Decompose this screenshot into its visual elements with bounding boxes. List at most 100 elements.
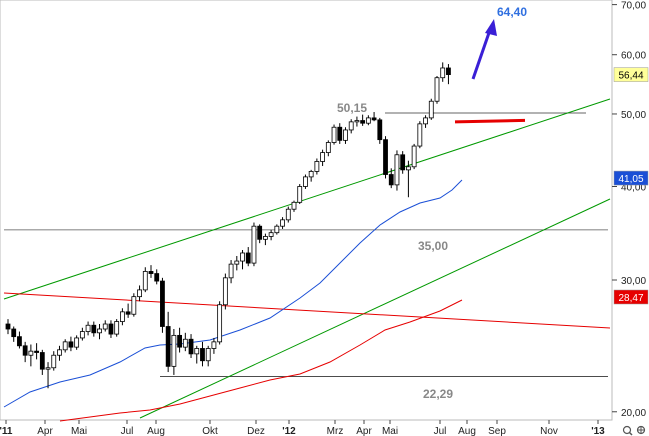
candle-body-up bbox=[171, 334, 177, 367]
candle-body-down bbox=[154, 273, 160, 282]
candle-body-up bbox=[45, 367, 51, 370]
candle-body-up bbox=[308, 171, 314, 178]
candle-body-down bbox=[148, 271, 154, 274]
candle bbox=[97, 324, 102, 340]
x-axis: '11 Apr Mai Jul Aug Okt Dez '12 Mrz Apr Mai Jul Aug S… bbox=[0, 420, 605, 436]
crosshair-icon[interactable] bbox=[636, 425, 646, 435]
annotations: 64,40 bbox=[454, 5, 527, 124]
target-label: 64,40 bbox=[497, 5, 527, 19]
candle-body-down bbox=[360, 120, 366, 124]
candle-body-up bbox=[85, 324, 91, 332]
candle-body-up bbox=[28, 350, 34, 356]
candle-body-up bbox=[114, 321, 120, 335]
candles bbox=[5, 62, 451, 389]
target-arrow-head bbox=[485, 19, 497, 36]
candle-body-up bbox=[222, 277, 228, 306]
candle-body-up bbox=[314, 161, 320, 172]
candle-body-up bbox=[251, 225, 257, 264]
candle-body-down bbox=[125, 311, 131, 315]
candle-body-down bbox=[39, 352, 45, 370]
candle bbox=[428, 98, 434, 120]
candle-body-up bbox=[74, 337, 80, 348]
candle-body-up bbox=[343, 129, 348, 141]
candle bbox=[79, 327, 85, 341]
upper-channel-line bbox=[3, 98, 611, 300]
candle-body-down bbox=[165, 326, 171, 367]
candle bbox=[245, 247, 251, 267]
candle-body-up bbox=[365, 117, 371, 124]
price-marker-box bbox=[613, 289, 649, 305]
x-tick-label: Mai bbox=[382, 426, 398, 436]
y-tick-label: 50,00 bbox=[621, 110, 646, 121]
candle-body-up bbox=[325, 142, 331, 153]
candle bbox=[217, 301, 223, 345]
candle-body-up bbox=[120, 311, 125, 322]
candle-body-down bbox=[383, 139, 388, 175]
candle bbox=[62, 339, 68, 353]
candle bbox=[440, 62, 446, 82]
candle bbox=[222, 273, 228, 310]
x-tick-label: Jul bbox=[121, 426, 134, 436]
candle bbox=[200, 341, 205, 367]
price-marker: 56,44 bbox=[613, 67, 649, 82]
candle bbox=[120, 308, 125, 326]
level-label: 22,29 bbox=[423, 387, 453, 401]
candle bbox=[434, 75, 440, 104]
candle bbox=[85, 321, 91, 336]
candle-body-up bbox=[417, 123, 423, 147]
y-tick-label: 60,00 bbox=[621, 51, 646, 62]
candle bbox=[354, 116, 360, 127]
candle-body-up bbox=[137, 289, 142, 298]
candle-body-up bbox=[131, 296, 137, 315]
y-tick-label: 30,00 bbox=[621, 276, 646, 287]
candle-body-down bbox=[245, 252, 251, 264]
y-tick-label: 70,00 bbox=[621, 1, 646, 12]
candle-body-up bbox=[440, 67, 446, 79]
x-tick-label: Apr bbox=[37, 426, 53, 436]
candle bbox=[28, 344, 34, 367]
candle bbox=[411, 143, 417, 170]
candle-body-up bbox=[405, 166, 411, 171]
x-tick-label: Sep bbox=[488, 426, 506, 436]
candle bbox=[211, 337, 217, 354]
price-marker-label: 56,44 bbox=[618, 71, 643, 82]
candle-body-up bbox=[51, 354, 57, 369]
x-tick-label: Nov bbox=[540, 426, 558, 436]
candle bbox=[446, 64, 451, 85]
candle-body-down bbox=[108, 323, 114, 335]
price-marker: 28,47 bbox=[613, 289, 649, 305]
candle bbox=[325, 140, 331, 157]
candle bbox=[137, 285, 142, 302]
candle bbox=[68, 336, 74, 352]
candle bbox=[182, 332, 188, 352]
price-marker: 41,05 bbox=[613, 170, 649, 186]
candle bbox=[228, 260, 234, 284]
x-tick-label: '12 bbox=[282, 426, 296, 436]
candle-body-down bbox=[400, 154, 406, 171]
candle-body-up bbox=[268, 232, 274, 237]
candle bbox=[205, 345, 211, 367]
candle-body-down bbox=[177, 334, 183, 348]
candle bbox=[320, 149, 326, 167]
candle-body-up bbox=[211, 341, 217, 349]
candle bbox=[297, 184, 303, 205]
candle-body-up bbox=[205, 348, 211, 362]
candle bbox=[34, 343, 39, 360]
candle bbox=[131, 293, 137, 317]
candle-body-up bbox=[320, 152, 326, 162]
candle bbox=[280, 217, 285, 229]
candle-body-up bbox=[303, 176, 308, 187]
candle bbox=[262, 233, 268, 246]
candle bbox=[74, 335, 80, 350]
downtrend-line bbox=[3, 292, 611, 329]
candle-body-down bbox=[371, 117, 377, 121]
candle-body-up bbox=[240, 252, 245, 262]
candle-body-up bbox=[142, 271, 148, 291]
zoom-icon[interactable] bbox=[622, 425, 633, 436]
x-tick-label: Apr bbox=[356, 426, 372, 436]
candle-body-down bbox=[22, 345, 28, 356]
candle bbox=[125, 303, 131, 318]
candle bbox=[148, 265, 154, 278]
candle-body-up bbox=[331, 126, 337, 143]
candle bbox=[234, 255, 240, 271]
